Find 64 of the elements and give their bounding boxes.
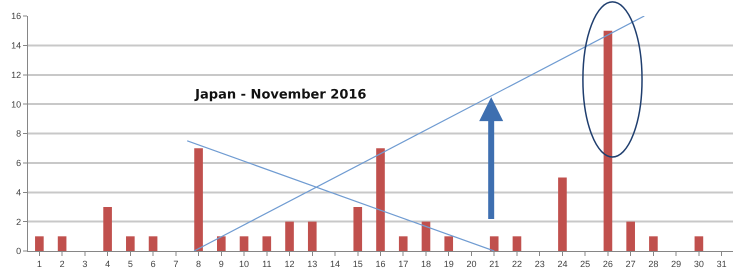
x-tick-label: 20 bbox=[466, 258, 476, 269]
x-tick-label: 16 bbox=[375, 258, 386, 269]
bar bbox=[398, 236, 408, 251]
bar bbox=[490, 236, 499, 251]
bar bbox=[308, 222, 317, 251]
bar bbox=[285, 222, 294, 251]
x-tick-label: 30 bbox=[694, 258, 704, 269]
y-tick-label: 2 bbox=[16, 216, 22, 227]
bar bbox=[58, 236, 66, 251]
x-tick-label: 22 bbox=[512, 258, 522, 269]
y-tick-label: 10 bbox=[11, 99, 22, 110]
x-tick-label: 5 bbox=[128, 258, 133, 269]
bar bbox=[262, 236, 272, 251]
x-tick-label: 4 bbox=[105, 258, 110, 269]
bar bbox=[240, 236, 248, 251]
bar bbox=[422, 222, 430, 251]
bar bbox=[512, 236, 522, 251]
x-tick-label: 10 bbox=[239, 258, 250, 269]
x-tick-label: 26 bbox=[602, 258, 613, 269]
x-tick-label: 7 bbox=[173, 258, 178, 269]
bar bbox=[444, 236, 454, 251]
x-tick-label: 3 bbox=[82, 258, 88, 269]
y-tick-label: 12 bbox=[11, 70, 22, 80]
bar bbox=[604, 30, 612, 251]
x-tick-label: 18 bbox=[420, 258, 431, 269]
bar bbox=[353, 206, 362, 251]
y-tick-label: 4 bbox=[16, 187, 22, 198]
x-tick-label: 27 bbox=[626, 258, 636, 269]
x-tick-label: 6 bbox=[150, 258, 156, 269]
x-tick-label: 25 bbox=[580, 258, 590, 269]
x-tick-label: 24 bbox=[557, 258, 568, 269]
x-tick-label: 28 bbox=[648, 258, 658, 269]
y-tick-label: 14 bbox=[11, 40, 22, 51]
bar bbox=[626, 222, 635, 251]
y-tick-label: 6 bbox=[16, 158, 22, 168]
x-tick-label: 31 bbox=[716, 258, 727, 269]
bar bbox=[216, 236, 226, 251]
x-tick-label: 1 bbox=[36, 258, 42, 269]
x-tick-label: 23 bbox=[534, 258, 545, 269]
text: Japan - November 2016 bbox=[194, 88, 366, 103]
y-tick-label: 16 bbox=[11, 11, 22, 22]
bar bbox=[126, 236, 135, 251]
y-tick-label: 8 bbox=[16, 128, 22, 139]
x-tick-label: 19 bbox=[444, 258, 454, 269]
x-tick-label: 29 bbox=[671, 258, 682, 269]
bar bbox=[376, 148, 385, 251]
x-tick-label: 13 bbox=[307, 258, 318, 269]
x-tick-label: 11 bbox=[262, 258, 272, 269]
y-tick-label: 0 bbox=[16, 246, 22, 256]
bar bbox=[649, 236, 658, 251]
x-tick-label: 14 bbox=[330, 258, 340, 269]
bar bbox=[694, 236, 704, 251]
x-tick-label: 12 bbox=[284, 258, 295, 269]
bar bbox=[194, 148, 203, 251]
x-tick-label: 17 bbox=[398, 258, 408, 269]
x-tick-label: 9 bbox=[218, 258, 224, 269]
x-tick-label: 2 bbox=[60, 258, 65, 269]
x-tick-label: 15 bbox=[352, 258, 363, 269]
bar bbox=[35, 236, 44, 251]
bar bbox=[558, 178, 567, 251]
x-tick-label: 21 bbox=[489, 258, 500, 269]
bar bbox=[148, 236, 158, 251]
x-tick-label: 8 bbox=[196, 258, 202, 269]
bar bbox=[103, 206, 112, 251]
